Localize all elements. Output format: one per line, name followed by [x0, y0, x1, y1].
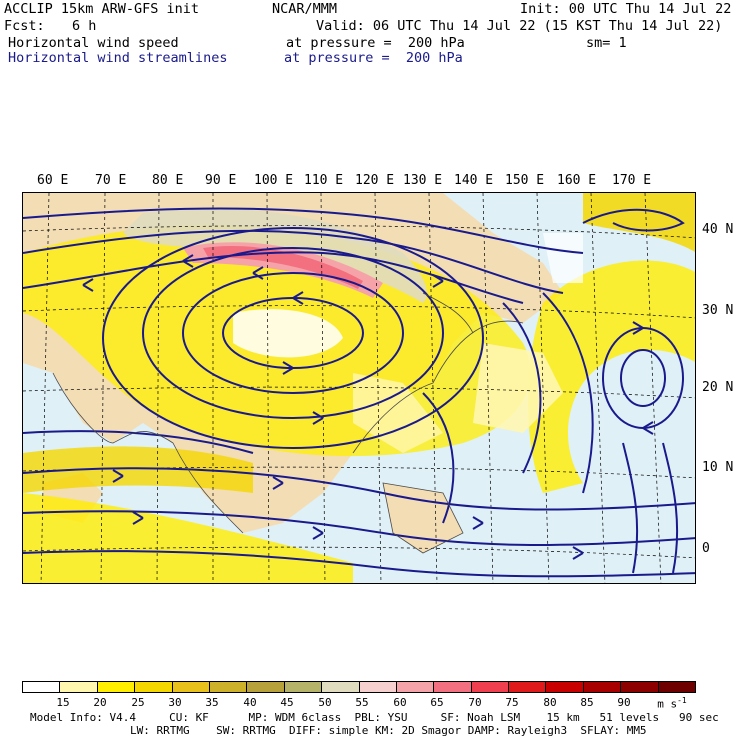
forecast-label: Fcst: [4, 18, 45, 34]
forecast-value: 6 h [72, 18, 97, 34]
field2-name: Horizontal wind streamlines [8, 50, 228, 66]
model-title: ACCLIP 15km ARW-GFS init [4, 1, 200, 17]
colorbar-cell [247, 682, 285, 692]
colorbar-cell [621, 682, 659, 692]
colorbar-tick: 40 [243, 696, 257, 709]
graticule [23, 193, 695, 583]
colorbar-cell [396, 682, 435, 692]
colorbar-tick: 90 [617, 696, 631, 709]
footer-physics-info: LW: RRTMG SW: RRTMG DIFF: simple KM: 2D … [130, 724, 647, 737]
speed-band [583, 193, 695, 252]
colorbar-cell [135, 682, 173, 692]
colorbar-tick: 55 [355, 696, 369, 709]
colorbar-tick: 30 [168, 696, 182, 709]
wind-map [22, 192, 696, 584]
lon-label: 140 E [454, 173, 494, 188]
lon-label: 60 E [37, 173, 69, 188]
lon-label: 70 E [95, 173, 127, 188]
colorbar-cell [284, 682, 323, 692]
streamline-arrows [82, 254, 654, 560]
colorbar-tick: 25 [131, 696, 145, 709]
lon-label: 160 E [557, 173, 597, 188]
colorbar-tick: 70 [468, 696, 482, 709]
colorbar-unit-text: m s [657, 697, 678, 711]
colorbar-unit: m s-1 [657, 696, 687, 711]
lon-label: 130 E [403, 173, 443, 188]
field1-level: at pressure = 200 hPa [286, 35, 465, 51]
field1-name: Horizontal wind speed [8, 35, 179, 51]
init-time: Init: 00 UTC Thu 14 Jul 22 [520, 1, 732, 17]
lat-label: 40 N [702, 222, 734, 237]
colorbar-cell [546, 682, 584, 692]
colorbar-tick: 85 [580, 696, 594, 709]
colorbar-cell [583, 682, 622, 692]
field1-smoothing: sm= 1 [586, 35, 627, 51]
colorbar-tick: 50 [318, 696, 332, 709]
colorbar-unit-exp: -1 [677, 696, 687, 705]
lat-label: 30 N [702, 303, 734, 318]
speed-band [23, 446, 253, 493]
speed-band [353, 373, 443, 453]
anticyclone-core [233, 309, 343, 358]
colorbar-cell [23, 682, 61, 692]
colorbar-tick: 20 [93, 696, 107, 709]
colorbar-cell [209, 682, 248, 692]
lon-label: 150 E [505, 173, 545, 188]
wind-map-graphic [23, 193, 695, 583]
colorbar-cell [60, 682, 98, 692]
lon-label: 120 E [355, 173, 395, 188]
lat-label: 0 [702, 541, 710, 556]
colorbar-cell [658, 682, 696, 692]
colorbar-tick: 35 [205, 696, 219, 709]
jet-core [203, 246, 363, 289]
footer-model-info: Model Info: V4.4 CU: KF MP: WDM 6class P… [30, 711, 719, 724]
org-label: NCAR/MMM [272, 1, 338, 17]
colorbar-tick: 60 [393, 696, 407, 709]
calm-area [543, 233, 583, 283]
colorbar-tick: 75 [505, 696, 519, 709]
valid-time: Valid: 06 UTC Thu 14 Jul 22 (15 KST Thu … [316, 18, 723, 34]
lon-label: 90 E [205, 173, 237, 188]
lat-label: 20 N [702, 380, 734, 395]
colorbar-tick: 80 [543, 696, 557, 709]
speed-band [23, 493, 353, 583]
coastline [52, 292, 524, 554]
lon-label: 110 E [304, 173, 344, 188]
colorbar-cell [471, 682, 510, 692]
lon-label: 80 E [152, 173, 184, 188]
colorbar-tick: 45 [280, 696, 294, 709]
colorbar-cell [434, 682, 472, 692]
colorbar-cell [509, 682, 547, 692]
lat-label: 10 N [702, 460, 734, 475]
colorbar-tick: 65 [430, 696, 444, 709]
colorbar-cell [97, 682, 136, 692]
lon-label: 100 E [254, 173, 294, 188]
field2-level: at pressure = 200 hPa [284, 50, 463, 66]
colorbar [22, 681, 696, 693]
colorbar-cell [322, 682, 360, 692]
colorbar-tick: 15 [56, 696, 70, 709]
colorbar-cell [359, 682, 397, 692]
speed-band [528, 260, 695, 493]
colorbar-cell [172, 682, 210, 692]
lon-label: 170 E [612, 173, 652, 188]
